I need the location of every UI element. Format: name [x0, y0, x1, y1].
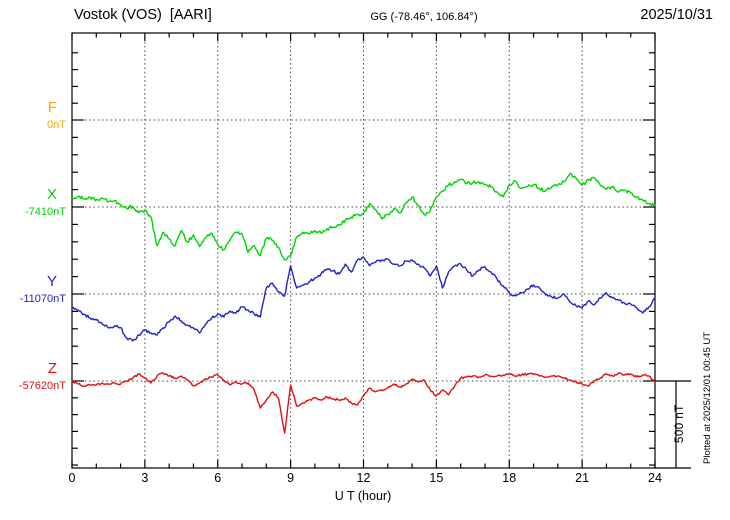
component-baseline-f: 0nT: [47, 119, 66, 131]
component-label-f: F 0nT: [0, 99, 66, 132]
component-baseline-x: -7410nT: [25, 206, 66, 218]
component-letter-y: Y: [46, 273, 57, 290]
x-tick-label: 9: [287, 471, 295, 485]
component-letter-x: X: [46, 186, 57, 203]
geographic-coordinates: GG (-78.46°, 106.84°): [370, 11, 478, 23]
component-label-z: Z -57620nT: [0, 360, 66, 393]
x-tick-label: 24: [648, 471, 662, 485]
component-letter-f: F: [47, 99, 57, 116]
component-baseline-y: -11070nT: [19, 293, 66, 305]
x-tick-label: 0: [68, 471, 76, 485]
x-tick-label: 6: [214, 471, 222, 485]
plotted-at-note: Plotted at 2025/12/01 00:45 UT: [702, 331, 713, 464]
component-letter-z: Z: [47, 360, 57, 377]
x-tick-label: 3: [141, 471, 149, 485]
x-tick-label: 21: [575, 471, 590, 485]
x-tick-label: 15: [429, 471, 444, 485]
component-label-y: Y -11070nT: [0, 273, 66, 306]
scale-bar-label: 500 nT: [674, 404, 686, 443]
station-title: Vostok (VOS) [AARI]: [74, 7, 212, 23]
plot-date: 2025/10/31: [640, 7, 713, 23]
x-axis-title: U T (hour): [334, 489, 392, 503]
component-label-x: X -7410nT: [0, 186, 66, 219]
x-tick-label: 12: [356, 471, 371, 485]
component-baseline-z: -57620nT: [18, 380, 66, 392]
x-tick-label: 18: [502, 471, 517, 485]
